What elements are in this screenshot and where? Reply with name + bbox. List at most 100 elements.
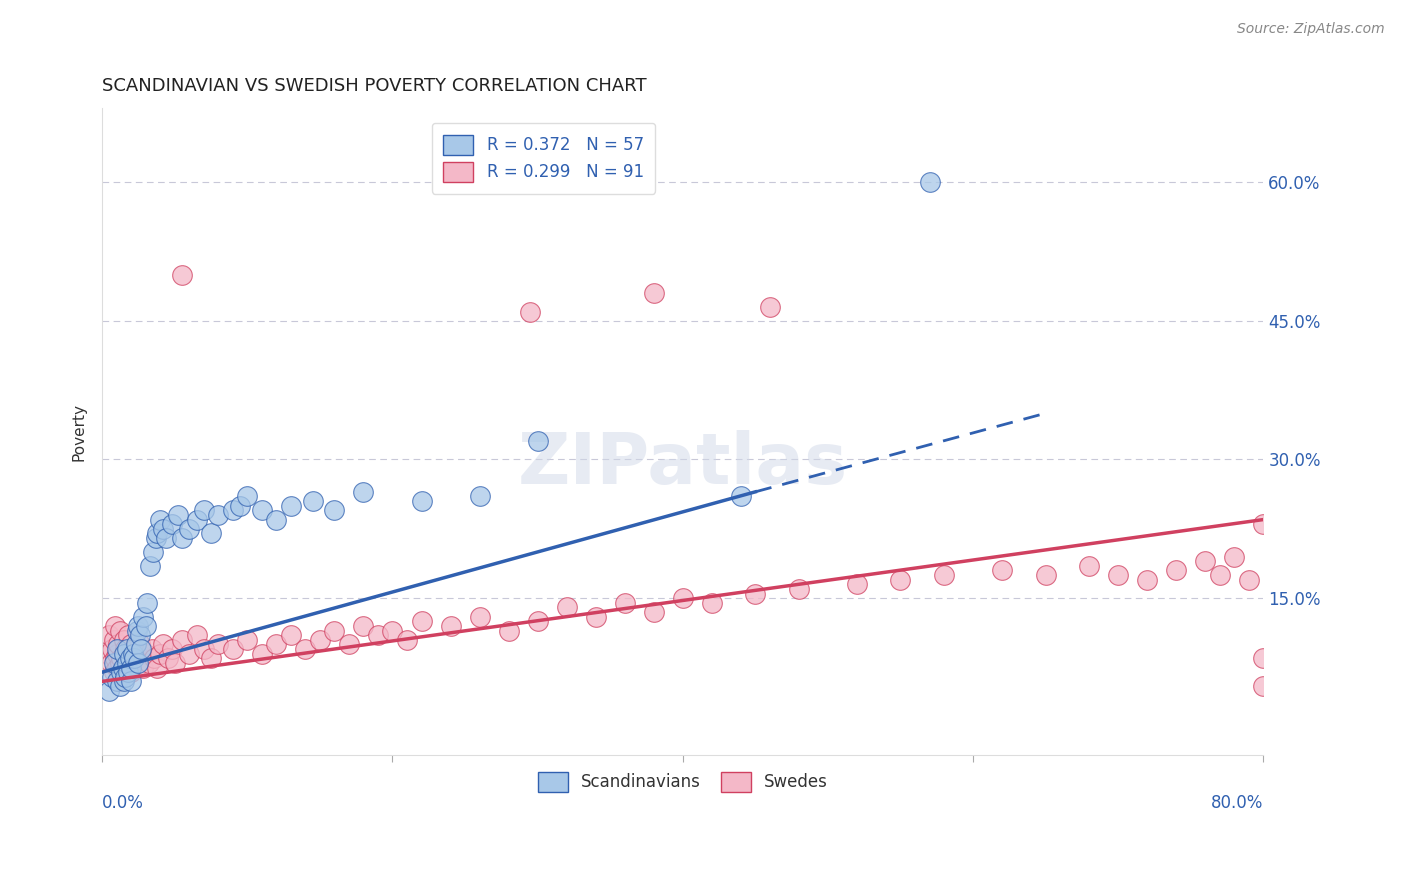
Point (129, 637, 152, 651)
Point (146, 526, 169, 541)
Point (236, 490, 259, 504)
Point (381, 624, 404, 638)
Point (1223, 549, 1246, 564)
Point (115, 656, 138, 670)
Point (120, 674, 142, 689)
Text: SCANDINAVIAN VS SWEDISH POVERTY CORRELATION CHART: SCANDINAVIAN VS SWEDISH POVERTY CORRELAT… (103, 78, 647, 95)
Point (170, 268, 193, 282)
Point (118, 651, 141, 665)
Point (1237, 573, 1260, 587)
Point (250, 503, 273, 517)
Point (1253, 651, 1275, 665)
Point (114, 670, 136, 684)
Point (131, 642, 153, 657)
Point (193, 503, 215, 517)
Point (105, 660, 128, 674)
Point (103, 632, 125, 647)
Text: Source: ZipAtlas.com: Source: ZipAtlas.com (1237, 22, 1385, 37)
Point (111, 665, 134, 680)
Point (468, 490, 491, 504)
Point (179, 647, 201, 661)
Point (115, 656, 138, 670)
Point (672, 591, 695, 606)
Point (100, 656, 122, 670)
Point (200, 526, 222, 541)
Point (170, 531, 193, 545)
Point (128, 619, 150, 633)
Point (160, 517, 183, 532)
Point (193, 642, 215, 657)
Text: ZIPatlas: ZIPatlas (517, 430, 848, 499)
Point (643, 286, 665, 301)
Point (112, 674, 135, 689)
Point (468, 609, 491, 624)
Point (135, 619, 157, 633)
Point (160, 642, 183, 657)
Point (932, 568, 955, 582)
Point (337, 637, 360, 651)
Point (222, 642, 245, 657)
Point (103, 665, 125, 680)
Point (1209, 568, 1232, 582)
Point (229, 499, 252, 513)
Point (526, 614, 548, 628)
Y-axis label: Poverty: Poverty (72, 402, 86, 461)
Point (179, 522, 201, 536)
Point (353, 484, 375, 499)
Point (759, 300, 782, 314)
Point (128, 656, 150, 670)
Point (323, 624, 346, 638)
Point (122, 651, 145, 665)
Point (143, 651, 166, 665)
Point (124, 637, 146, 651)
Point (135, 647, 157, 661)
Point (301, 494, 323, 508)
Point (163, 656, 186, 670)
Point (112, 647, 135, 661)
Point (613, 596, 636, 610)
Point (103, 656, 125, 670)
Point (411, 614, 433, 628)
Point (121, 647, 143, 661)
Point (105, 674, 128, 689)
Point (132, 660, 155, 674)
Point (1035, 568, 1057, 582)
Point (700, 596, 723, 610)
Point (643, 605, 665, 619)
Point (139, 558, 162, 573)
Point (280, 628, 302, 642)
Point (104, 619, 127, 633)
Point (112, 647, 135, 661)
Point (236, 632, 259, 647)
Point (353, 619, 375, 633)
Point (120, 660, 142, 674)
Point (1253, 517, 1275, 532)
Point (114, 660, 136, 674)
Point (744, 586, 766, 600)
Point (129, 628, 152, 642)
Point (117, 665, 139, 680)
Point (125, 647, 148, 661)
Point (107, 674, 129, 689)
Point (519, 304, 541, 318)
Point (250, 647, 273, 661)
Point (110, 665, 132, 680)
Point (498, 624, 520, 638)
Point (1166, 563, 1188, 577)
Point (146, 660, 169, 674)
Point (526, 434, 548, 448)
Point (207, 637, 229, 651)
Point (97, 647, 120, 661)
Point (845, 577, 868, 591)
Point (395, 632, 418, 647)
Point (207, 508, 229, 522)
Point (132, 609, 155, 624)
Point (125, 624, 148, 638)
Point (439, 619, 461, 633)
Point (730, 490, 752, 504)
Point (367, 628, 389, 642)
Point (104, 651, 127, 665)
Point (141, 642, 163, 657)
Point (98, 628, 121, 642)
Point (111, 660, 134, 674)
